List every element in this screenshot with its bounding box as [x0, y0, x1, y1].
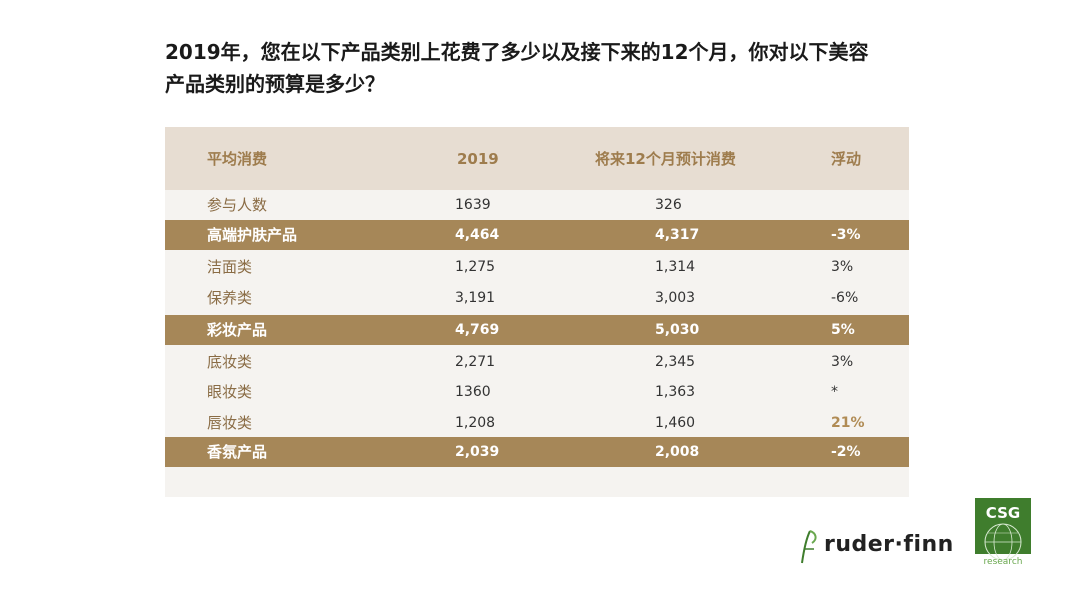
row-label: 香氛产品 — [207, 443, 268, 461]
row-next12: 1,363 — [655, 384, 696, 400]
row-next12: 1,460 — [655, 415, 696, 431]
table-row: 洁面类 1,275 1,314 3% — [165, 252, 909, 282]
row-label: 洁面类 — [207, 258, 253, 276]
page-title: 2019年，您在以下产品类别上花费了多少以及接下来的12个月，你对以下美容 产品… — [165, 36, 925, 100]
table-row: 保养类 3,191 3,003 -6% — [165, 283, 909, 313]
row-change: -2% — [831, 444, 861, 460]
leaf-icon — [801, 530, 817, 564]
header-next-12-months: 将来12个月预计消费 — [595, 150, 736, 168]
row-label: 保养类 — [207, 289, 253, 307]
row-2019: 4,769 — [455, 322, 500, 338]
header-2019: 2019 — [457, 150, 499, 168]
table-row-group: 高端护肤产品 4,464 4,317 -3% — [165, 220, 909, 250]
row-next12: 1,314 — [655, 259, 696, 275]
row-change: -6% — [831, 290, 859, 306]
table-row-group: 香氛产品 2,039 2,008 -2% — [165, 437, 909, 467]
row-label: 高端护肤产品 — [207, 226, 298, 244]
header-avg-spend: 平均消费 — [207, 150, 268, 168]
row-label: 眼妆类 — [207, 383, 253, 401]
row-2019: 4,464 — [455, 227, 500, 243]
csg-logo: CSG research — [975, 498, 1031, 567]
table-row: 参与人数 1639 326 — [165, 190, 909, 220]
spending-table: 平均消费 2019 将来12个月预计消费 浮动 参与人数 1639 326 高端… — [165, 127, 909, 497]
row-2019: 1,275 — [455, 259, 496, 275]
table-row: 唇妆类 1,208 1,460 21% — [165, 408, 909, 438]
table-row-group: 彩妆产品 4,769 5,030 5% — [165, 315, 909, 345]
table-header: 平均消费 2019 将来12个月预计消费 浮动 — [165, 127, 909, 190]
row-2019: 1,208 — [455, 415, 496, 431]
row-change: -3% — [831, 227, 861, 243]
row-next12: 326 — [655, 197, 682, 213]
row-next12: 3,003 — [655, 290, 696, 306]
row-next12: 5,030 — [655, 322, 700, 338]
row-2019: 2,271 — [455, 354, 496, 370]
row-next12: 4,317 — [655, 227, 700, 243]
title-line-1: 2019年，您在以下产品类别上花费了多少以及接下来的12个月，你对以下美容 — [165, 40, 869, 64]
row-next12: 2,008 — [655, 444, 700, 460]
row-2019: 1360 — [455, 384, 491, 400]
title-line-2: 产品类别的预算是多少？ — [165, 72, 385, 96]
table-row: 眼妆类 1360 1,363 * — [165, 377, 909, 407]
row-change: 21% — [831, 415, 865, 431]
csg-globe-icon: CSG research — [975, 498, 1031, 567]
row-next12: 2,345 — [655, 354, 696, 370]
csg-research-text: research — [984, 557, 1023, 566]
ruder-finn-logo: ruder·finn — [796, 527, 961, 567]
row-2019: 1639 — [455, 197, 491, 213]
ruder-finn-wordmark: ruder·finn — [824, 532, 954, 557]
row-change: 5% — [831, 322, 855, 338]
row-change: 3% — [831, 354, 854, 370]
row-label: 彩妆产品 — [207, 321, 268, 339]
csg-text: CSG — [986, 504, 1020, 522]
row-2019: 3,191 — [455, 290, 496, 306]
row-label: 底妆类 — [207, 353, 253, 371]
table-row: 底妆类 2,271 2,345 3% — [165, 347, 909, 377]
row-change: 3% — [831, 259, 854, 275]
row-label: 参与人数 — [207, 196, 268, 214]
row-change: * — [831, 384, 838, 400]
row-label: 唇妆类 — [207, 414, 253, 432]
header-change: 浮动 — [831, 150, 862, 168]
row-2019: 2,039 — [455, 444, 500, 460]
